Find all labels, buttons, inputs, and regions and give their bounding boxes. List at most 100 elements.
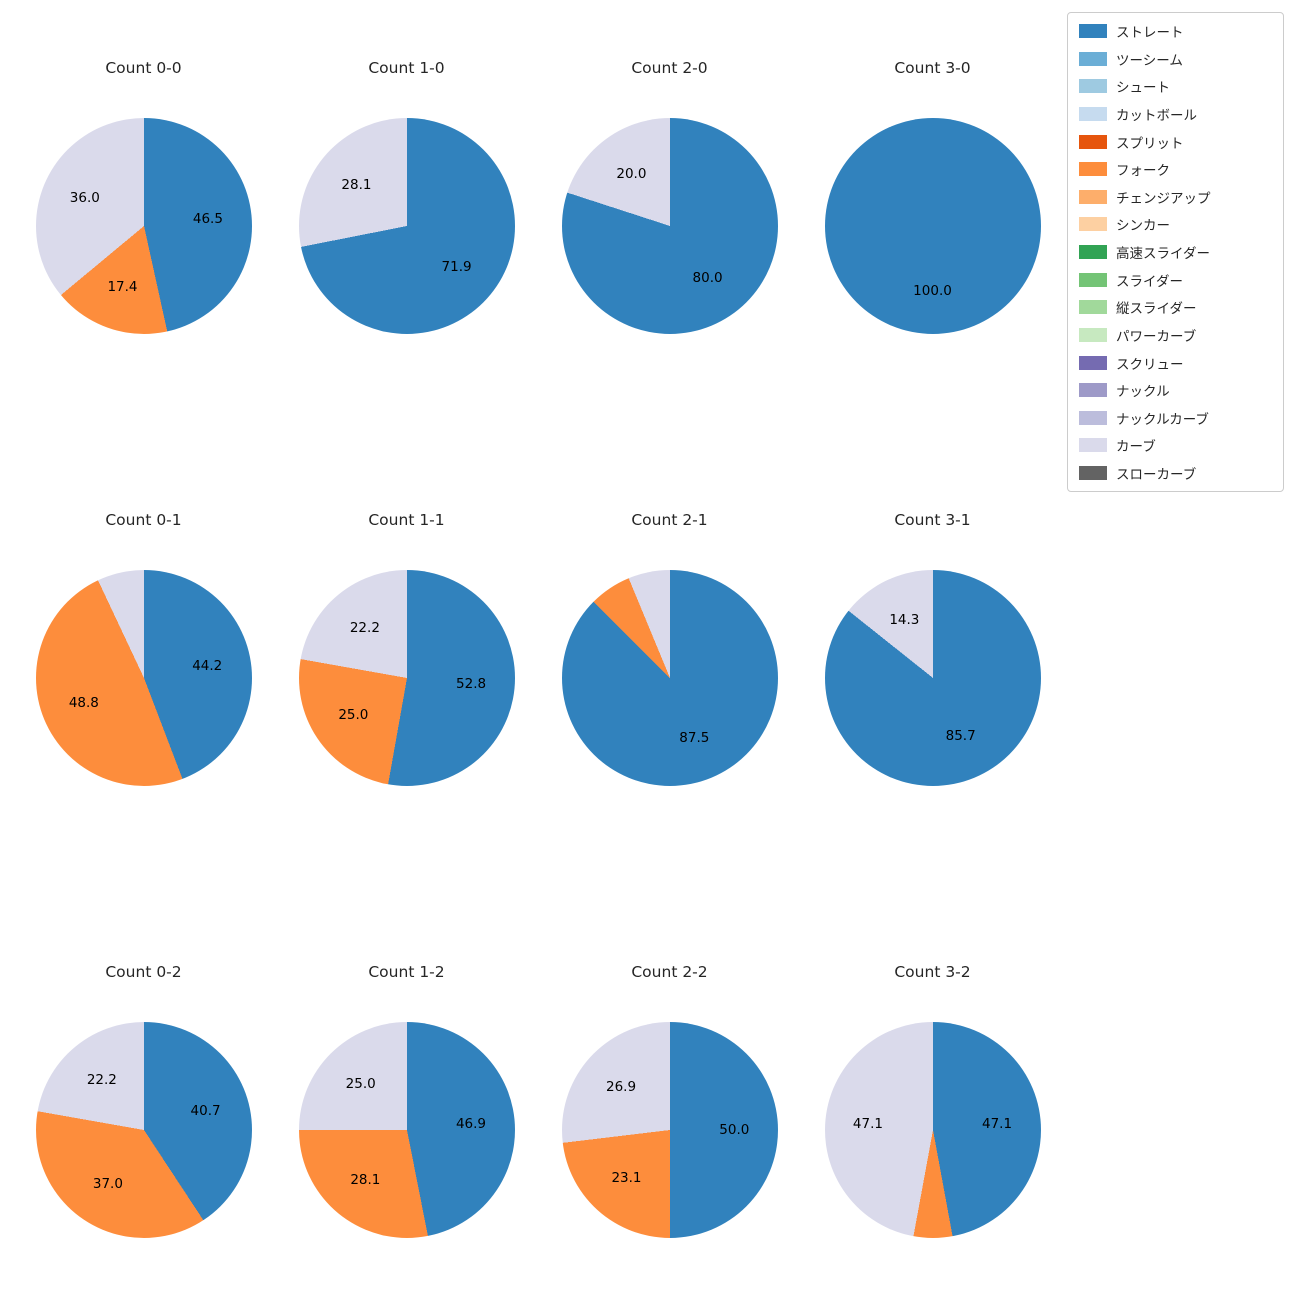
pie-slice-label: 25.0 <box>338 707 369 724</box>
pie-slice-label: 40.7 <box>190 1103 221 1120</box>
legend-label: ナックルカーブ <box>1116 411 1209 428</box>
chart-title: Count 0-1 <box>105 511 182 529</box>
pie-slice-label: 26.9 <box>605 1078 637 1095</box>
pie: 71.9 28.1 <box>298 118 515 334</box>
legend-label: パワーカーブ <box>1116 328 1197 345</box>
legend-label: シュート <box>1116 80 1170 97</box>
legend-item: シンカー <box>1079 214 1272 234</box>
pie-slice-label: 14.3 <box>889 611 920 628</box>
pie-slice-label: 100.0 <box>913 282 952 299</box>
pie-slice-label: 47.1 <box>982 1116 1013 1133</box>
pie-slice-label: 85.7 <box>945 728 976 745</box>
chart-title: Count 1-0 <box>368 59 445 77</box>
legend-item: シュート <box>1079 76 1272 96</box>
legend-label: スローカーブ <box>1116 467 1197 483</box>
pie-chart-cell: Count 1-2 46.9 28.1 25.0 <box>275 962 538 1238</box>
legend: ストレート ツーシーム シュート カットボール スプリット フォーク チェンジア… <box>1067 12 1284 492</box>
pie-chart-cell: Count 2-0 80.0 20.0 <box>538 58 801 334</box>
legend-swatch <box>1079 106 1107 121</box>
legend-swatch <box>1079 79 1107 94</box>
legend-label: チェンジアップ <box>1116 190 1211 207</box>
pie-slice-label: 17.4 <box>107 279 138 296</box>
pie-slice-label: 28.1 <box>341 176 372 193</box>
legend-swatch <box>1079 383 1107 398</box>
legend-item: カットボール <box>1079 104 1272 124</box>
legend-label: フォーク <box>1116 163 1170 180</box>
legend-swatch <box>1079 134 1107 149</box>
pie-chart-cell: Count 3-1 85.7 14.3 <box>801 510 1064 786</box>
legend-label: カーブ <box>1116 439 1156 456</box>
legend-swatch <box>1079 51 1107 66</box>
legend-label: スプリット <box>1116 135 1184 152</box>
charts-row-1: Count 0-0 46.5 17.4 36.0 Count 1-0 71.9 28.… <box>12 58 1064 334</box>
pie-slice-label: 46.5 <box>192 210 223 227</box>
pie-chart-cell: Count 2-2 50.0 23.1 26.9 <box>538 962 801 1238</box>
pie-chart-cell: Count 1-1 52.8 25.0 22.2 <box>275 510 538 786</box>
pie-chart-cell: Count 0-1 44.2 48.8 <box>12 510 275 786</box>
pie-slice-label: 80.0 <box>692 270 723 287</box>
chart-title: Count 2-2 <box>631 963 708 981</box>
legend-item: スライダー <box>1079 270 1272 290</box>
legend-label: スライダー <box>1116 273 1183 290</box>
pie: 44.2 48.8 <box>35 570 252 786</box>
pie: 100.0 <box>824 118 1041 334</box>
legend-item: パワーカーブ <box>1079 325 1272 345</box>
legend-item: ナックルカーブ <box>1079 408 1272 428</box>
legend-label: カットボール <box>1116 107 1197 124</box>
legend-swatch <box>1079 272 1107 287</box>
legend-swatch <box>1079 162 1107 177</box>
legend-swatch <box>1079 355 1107 370</box>
legend-item: フォーク <box>1079 159 1272 179</box>
legend-label: ストレート <box>1116 25 1184 41</box>
pie-slice-label: 44.2 <box>192 658 223 675</box>
pie-slice-label: 23.1 <box>611 1170 642 1187</box>
legend-swatch <box>1079 410 1107 425</box>
legend-item: スクリュー <box>1079 353 1272 373</box>
pie-slice-label: 25.0 <box>345 1076 376 1093</box>
pie: 87.5 <box>561 570 778 786</box>
legend-swatch <box>1079 327 1107 342</box>
chart-title: Count 1-1 <box>368 511 445 529</box>
pie-chart-cell: Count 0-0 46.5 17.4 36.0 <box>12 58 275 334</box>
legend-label: ナックル <box>1116 384 1170 401</box>
legend-label: シンカー <box>1116 218 1170 235</box>
pie-slice-label: 52.8 <box>456 675 487 692</box>
legend-item: チェンジアップ <box>1079 187 1272 207</box>
pie-slice-label: 20.0 <box>616 165 647 182</box>
pie-chart-cell: Count 0-2 40.7 37.0 22.2 <box>12 962 275 1238</box>
pie: 46.9 28.1 25.0 <box>298 1022 515 1238</box>
pie-slice-label: 46.9 <box>455 1115 487 1132</box>
legend-item: スローカーブ <box>1079 463 1272 483</box>
pie-chart-cell: Count 1-0 71.9 28.1 <box>275 58 538 334</box>
legend-swatch <box>1079 300 1107 315</box>
pie-slice-label: 36.0 <box>69 190 100 207</box>
charts-row-3: Count 0-2 40.7 37.0 22.2 Count 1-2 46.9 28.… <box>12 962 1064 1238</box>
legend-swatch <box>1079 438 1107 453</box>
pie: 80.0 20.0 <box>561 118 778 334</box>
legend-item: 縦スライダー <box>1079 297 1272 317</box>
legend-swatch <box>1079 466 1107 480</box>
chart-title: Count 1-2 <box>368 963 445 981</box>
chart-title: Count 3-1 <box>894 511 971 529</box>
pie-slice-label: 87.5 <box>679 729 710 746</box>
chart-title: Count 0-2 <box>105 963 182 981</box>
pie-slice-label: 28.1 <box>350 1172 381 1189</box>
pie-chart-cell: Count 3-0 100.0 <box>801 58 1064 334</box>
pie-slice-label: 47.1 <box>852 1116 883 1133</box>
chart-title: Count 3-0 <box>894 59 971 77</box>
pie-slice-label: 71.9 <box>441 259 472 276</box>
chart-title: Count 3-2 <box>894 963 971 981</box>
pie-slice-label: 22.2 <box>86 1072 117 1089</box>
legend-item: スプリット <box>1079 132 1272 152</box>
legend-item: カーブ <box>1079 435 1272 455</box>
pie-slice-label: 37.0 <box>92 1176 123 1193</box>
legend-swatch <box>1079 245 1107 259</box>
pie-slice-label: 50.0 <box>719 1122 750 1138</box>
chart-title: Count 2-1 <box>631 511 708 529</box>
pie: 46.5 17.4 36.0 <box>35 118 252 334</box>
legend-item: 高速スライダー <box>1079 242 1272 262</box>
pie: 47.1 47.1 <box>824 1022 1041 1238</box>
pie: 85.7 14.3 <box>824 570 1041 786</box>
legend-label: ツーシーム <box>1116 52 1183 69</box>
pie: 40.7 37.0 22.2 <box>35 1022 252 1238</box>
